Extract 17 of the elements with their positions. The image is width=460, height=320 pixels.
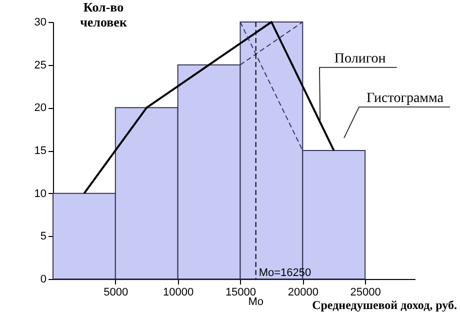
x-axis-title: Среднедушевой доход, руб. <box>312 298 457 312</box>
x-tick-label: 5000 <box>104 286 128 298</box>
y-tick-label: 25 <box>34 59 46 72</box>
y-tick-label: 10 <box>34 188 46 200</box>
x-tick-label: 25000 <box>350 286 381 298</box>
y-tick-label: 0 <box>40 274 46 286</box>
y-tick-label: 20 <box>34 102 46 114</box>
x-tick-label: 20000 <box>288 286 318 298</box>
x-tick-label: 15000 <box>225 286 256 298</box>
y-tick-label: 5 <box>40 230 46 243</box>
y-axis-title: Кол-во человек <box>80 0 128 30</box>
annotation: Гистограмма <box>366 91 444 106</box>
annotation: Mo <box>248 296 264 308</box>
y-tick-label: 30 <box>34 16 46 28</box>
annotation: Полигон <box>334 51 386 66</box>
x-tick-label: 10000 <box>163 286 194 298</box>
y-tick-label: 15 <box>34 145 46 157</box>
